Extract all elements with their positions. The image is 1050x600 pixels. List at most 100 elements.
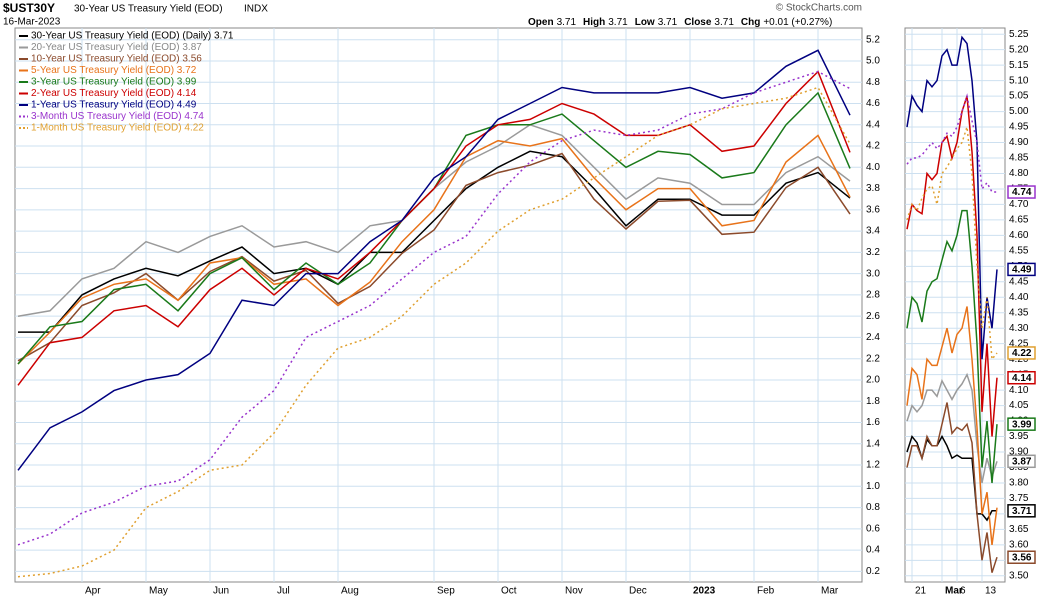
quote-label: High <box>583 17 605 28</box>
last-value-tag-box <box>1007 370 1036 385</box>
legend-label: 3-Year US Treasury Yield (EOD) 3.99 <box>31 77 197 88</box>
last-value-tag-box <box>1007 504 1036 518</box>
series-line <box>17 86 851 578</box>
y-tick-label: 4.45 <box>1009 276 1029 287</box>
series-line <box>906 306 998 545</box>
symbol: $UST30Y <box>3 1 55 15</box>
y-tick-label: 4.80 <box>1009 168 1029 179</box>
y-tick-label: 5.05 <box>1009 91 1029 102</box>
x-tick-label: Jul <box>277 586 290 597</box>
series-line <box>906 372 998 484</box>
quote-label: Chg <box>741 17 760 28</box>
quote-value: 3.71 <box>608 17 628 28</box>
y-tick-label: 4.25 <box>1009 338 1029 349</box>
x-tick-label: Dec <box>629 586 647 597</box>
quote-value: +0.01 (+0.27%) <box>763 17 832 28</box>
x-tick-label: 6 <box>960 586 966 597</box>
last-value-tag: 4.22 <box>1012 348 1032 359</box>
y-tick-label: 2.2 <box>866 353 880 364</box>
last-value-tag-box <box>1007 454 1036 469</box>
x-tick-label: Mar <box>821 586 839 597</box>
y-tick-label: 5.2 <box>866 34 880 45</box>
y-tick-label: 5.10 <box>1009 75 1029 86</box>
last-value-tag: 4.14 <box>1012 373 1032 384</box>
y-tick-label: 1.2 <box>866 460 880 471</box>
y-tick-label: 3.90 <box>1009 447 1029 458</box>
legend-label: 1-Year US Treasury Yield (EOD) 4.49 <box>31 100 197 111</box>
y-tick-label: 2.8 <box>866 290 880 301</box>
legend-label: 2-Year US Treasury Yield (EOD) 4.14 <box>31 88 197 99</box>
legend-label: 30-Year US Treasury Yield (EOD) (Daily) … <box>31 31 234 42</box>
x-tick-label: Oct <box>501 586 517 597</box>
series-line <box>906 402 998 573</box>
x-tick-label: Mar <box>945 586 963 597</box>
y-tick-label: 0.2 <box>866 566 880 577</box>
legend-label: 10-Year US Treasury Yield (EOD) 3.56 <box>31 54 202 65</box>
x-tick-label: 2023 <box>693 586 716 597</box>
y-tick-label: 4.70 <box>1009 199 1029 210</box>
credit: © StockCharts.com <box>776 3 862 14</box>
main-plot-frame <box>14 27 863 583</box>
y-tick-label: 3.65 <box>1009 524 1029 535</box>
date: 16-Mar-2023 <box>3 17 61 28</box>
y-tick-label: 3.0 <box>866 268 880 279</box>
quote-value: 3.71 <box>557 17 577 28</box>
legend-label: 20-Year US Treasury Yield (EOD) 3.87 <box>31 42 202 53</box>
y-tick-label: 3.2 <box>866 247 880 258</box>
y-tick-label: 2.6 <box>866 311 880 322</box>
exchange: INDX <box>244 4 268 15</box>
y-tick-label: 4.85 <box>1009 153 1029 164</box>
quote-value: 3.71 <box>714 17 734 28</box>
last-value-tag: 4.49 <box>1012 265 1032 276</box>
quote-label: Low <box>635 17 655 28</box>
y-tick-label: 3.6 <box>866 204 880 215</box>
legend-label: 5-Year US Treasury Yield (EOD) 3.72 <box>31 65 197 76</box>
legend-label: 1-Month US Treasury Yield (EOD) 4.22 <box>31 123 204 134</box>
y-tick-label: 1.0 <box>866 481 880 492</box>
last-value-tag: 3.87 <box>1012 456 1032 467</box>
last-value-tag-box <box>1007 550 1036 564</box>
x-tick-label: Apr <box>85 586 101 597</box>
series-line <box>906 209 998 484</box>
series-line <box>18 150 851 333</box>
y-tick-label: 4.40 <box>1009 292 1029 303</box>
y-tick-label: 4.95 <box>1009 122 1029 133</box>
quote-label: Open <box>528 17 554 28</box>
y-tick-label: 5.20 <box>1009 44 1029 55</box>
y-tick-label: 4.90 <box>1009 137 1029 148</box>
y-tick-label: 4.05 <box>1009 400 1029 411</box>
last-value-tag: 4.74 <box>1012 187 1032 198</box>
y-tick-label: 0.6 <box>866 523 880 534</box>
quote: Open 3.71 High 3.71 Low 3.71 Close 3.71 Chg +0.01… <box>528 17 832 28</box>
series-line <box>17 70 851 386</box>
zoom-plot-frame <box>904 27 1006 583</box>
y-tick-label: 4.0 <box>866 162 880 173</box>
y-tick-label: 4.55 <box>1009 245 1029 256</box>
y-tick-label: 5.0 <box>866 56 880 67</box>
x-tick-label: 21 <box>915 586 927 597</box>
y-tick-label: 1.8 <box>866 396 880 407</box>
y-tick-label: 5.25 <box>1009 29 1029 40</box>
y-tick-label: 3.75 <box>1009 493 1029 504</box>
y-tick-label: 5.00 <box>1009 106 1029 117</box>
x-tick-label: Aug <box>341 586 359 597</box>
series-line <box>906 35 998 360</box>
y-tick-label: 2.4 <box>866 332 880 343</box>
y-tick-label: 4.35 <box>1009 307 1029 318</box>
y-tick-label: 3.60 <box>1009 540 1029 551</box>
x-tick-label: Nov <box>565 586 583 597</box>
series-line <box>906 95 998 437</box>
y-tick-label: 3.50 <box>1009 570 1029 581</box>
y-tick-label: 3.8 <box>866 183 880 194</box>
last-value-tag-box <box>1007 185 1036 199</box>
y-tick-label: 3.80 <box>1009 478 1029 489</box>
x-tick-label: 13 <box>985 586 997 597</box>
last-value-tag: 3.99 <box>1012 419 1032 430</box>
y-tick-label: 1.4 <box>866 438 880 449</box>
quote-label: Close <box>684 17 712 28</box>
y-tick-label: 4.4 <box>866 119 880 130</box>
y-tick-label: 5.15 <box>1009 60 1029 71</box>
x-tick-label: Jun <box>213 586 229 597</box>
